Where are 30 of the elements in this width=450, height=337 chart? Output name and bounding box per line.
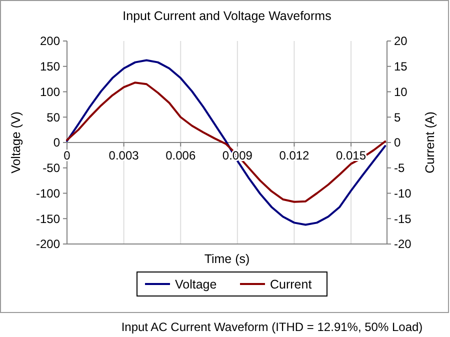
y2-tick-label: -5 [394, 161, 405, 176]
text: Input AC Current Waveform (ITHD = 12.91%, 50% Load) [121, 320, 423, 334]
y-tick-label: 200 [40, 34, 60, 48]
y-tick-label: -50 [42, 161, 60, 176]
y-tick-label: 0 [53, 136, 60, 150]
y2-tick-label: 0 [394, 136, 401, 150]
x-tick-label: 0.006 [166, 148, 196, 162]
x-tick-label: 0.012 [279, 148, 310, 162]
y2-tick-label: 10 [394, 84, 408, 99]
chart-title: Input Current and Voltage Waveforms [122, 9, 332, 23]
y-tick-label: -150 [36, 212, 60, 226]
y2-tick-label: -15 [394, 212, 412, 226]
y-tick-label: -200 [36, 237, 60, 252]
y2-tick-label: 15 [394, 60, 408, 74]
x-tick-label: 0 [64, 148, 71, 162]
legend-label: Current [270, 277, 312, 292]
y-tick-label: -100 [36, 186, 60, 200]
legend-label: Voltage [175, 277, 217, 292]
y-tick-label: 150 [40, 60, 60, 74]
y2-axis-title: Current (A) [423, 112, 437, 174]
x-tick-label: 0.003 [108, 148, 140, 162]
y2-tick-label: 20 [394, 34, 408, 48]
y-axis-title: Voltage (V) [9, 112, 23, 174]
y-tick-label: 50 [46, 110, 60, 124]
y2-tick-label: 5 [394, 110, 401, 124]
y2-tick-label: -10 [394, 186, 412, 200]
y-tick-label: 100 [40, 84, 60, 99]
x-axis-title: Time (s) [204, 252, 250, 266]
x-tick-label: 0.015 [336, 148, 366, 162]
y2-tick-label: -20 [394, 237, 412, 252]
